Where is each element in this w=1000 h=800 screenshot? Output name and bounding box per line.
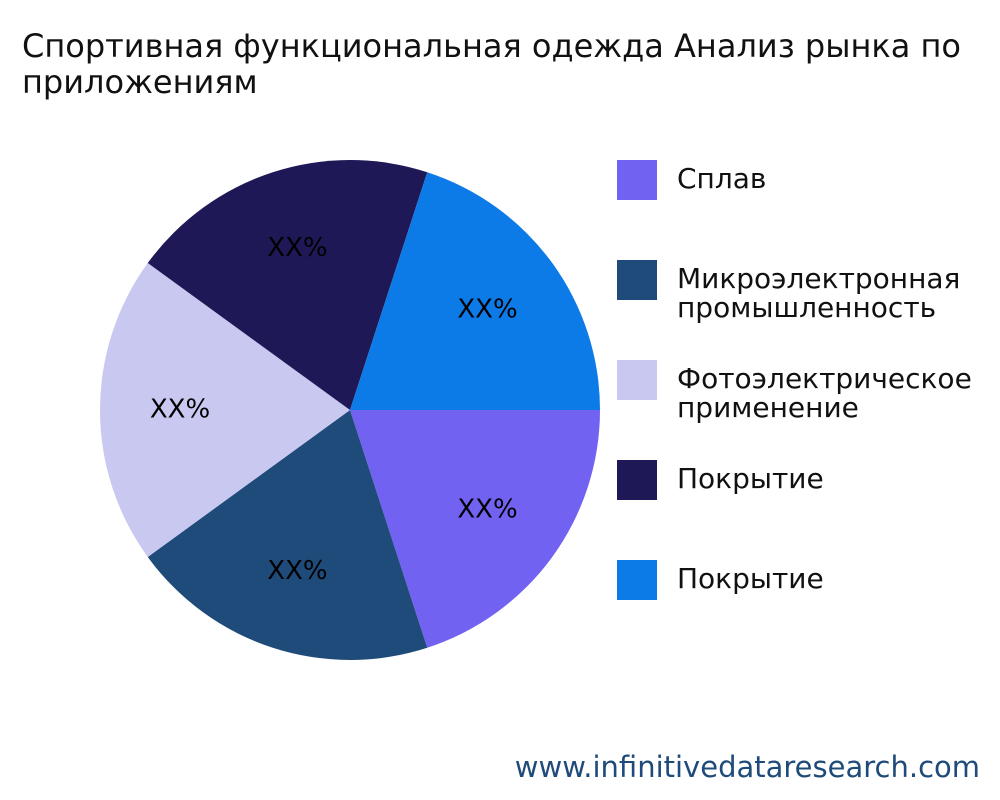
slice-label: XX% xyxy=(267,556,327,586)
pie-slice xyxy=(350,410,600,648)
legend-swatch xyxy=(617,260,657,300)
legend-item: Фотоэлектрическое применение xyxy=(617,360,997,422)
slice-label: XX% xyxy=(457,295,517,325)
legend-item: Микроэлектронная промышленность xyxy=(617,260,997,322)
legend-swatch xyxy=(617,460,657,500)
chart-title: Спортивная функциональная одежда Анализ … xyxy=(22,27,961,101)
legend-label: Сплав xyxy=(677,162,767,195)
pie-slice xyxy=(147,410,428,660)
legend-swatch xyxy=(617,360,657,400)
legend-item: Покрытие xyxy=(617,560,997,600)
legend-label: Микроэлектронная промышленность xyxy=(677,262,961,324)
slice-label: XX% xyxy=(457,494,517,524)
slice-label: XX% xyxy=(267,233,327,263)
legend-label: Покрытие xyxy=(677,562,824,595)
pie-slice xyxy=(100,263,350,557)
pie-slice xyxy=(147,160,428,410)
legend-label: Фотоэлектрическое применение xyxy=(677,362,972,424)
slice-label: XX% xyxy=(150,395,210,425)
chart: XX% XX% XX% XX% XX% xyxy=(100,160,600,660)
legend-item: Покрытие xyxy=(617,460,997,500)
legend-swatch xyxy=(617,160,657,200)
legend-item: Сплав xyxy=(617,160,997,200)
footer: www.infinitivedataresearch.com xyxy=(514,750,980,784)
legend-label: Покрытие xyxy=(677,462,824,495)
legend-swatch xyxy=(617,560,657,600)
pie-slice xyxy=(350,172,600,410)
